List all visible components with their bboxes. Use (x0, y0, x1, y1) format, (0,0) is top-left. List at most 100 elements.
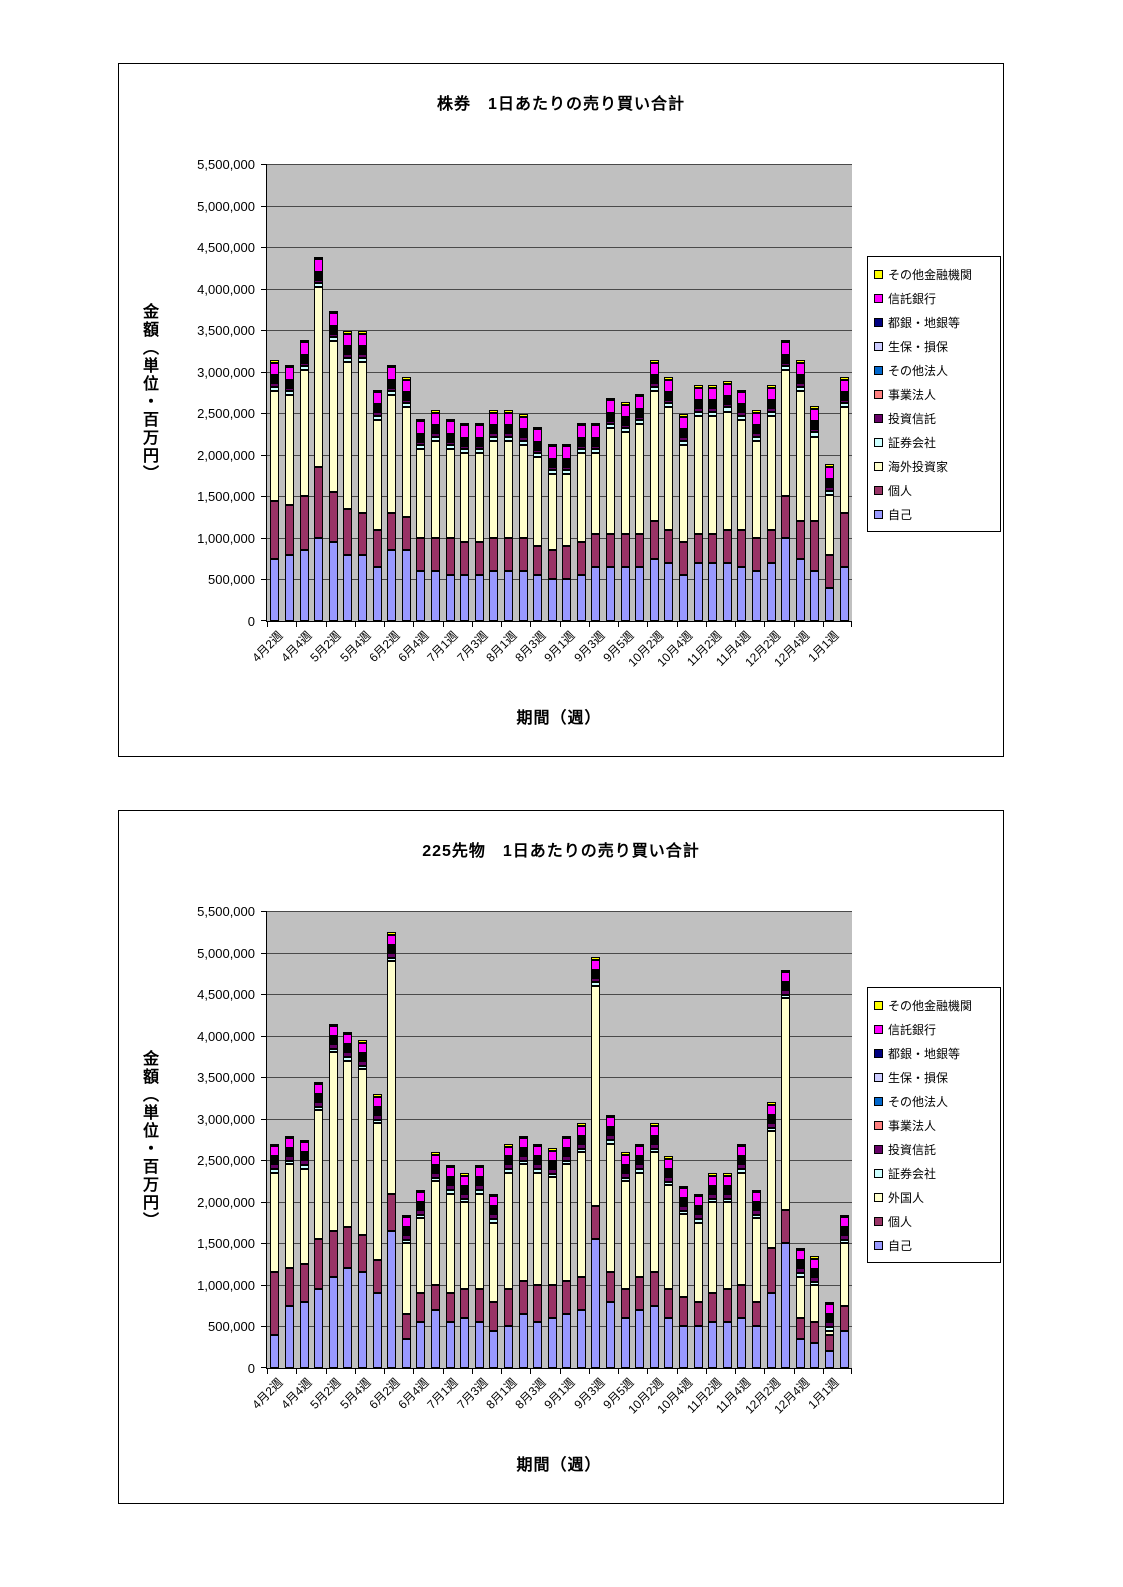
gridline (267, 911, 852, 912)
bar-segment (357, 1065, 367, 1069)
plot-area (261, 164, 852, 627)
bar-segment (810, 421, 820, 424)
bar-segment (839, 398, 849, 401)
bar-segment (416, 418, 426, 422)
bar-segment (810, 1256, 820, 1259)
bar-segment (795, 390, 805, 522)
bar-segment (299, 365, 309, 371)
bar-segment (372, 404, 382, 407)
gridline (267, 1035, 852, 1037)
bar-segment (810, 1281, 820, 1285)
bar-segment (737, 1160, 747, 1163)
x-axis-tickmark (413, 621, 415, 627)
stacked-bar (343, 911, 353, 1368)
bar-segment (387, 364, 397, 368)
bar-segment (270, 1146, 280, 1157)
bar-segment (737, 1158, 747, 1161)
y-tick-label: 5,000,000 (197, 945, 255, 961)
bar-segment (270, 1156, 280, 1159)
bar-segment (795, 1318, 805, 1339)
bar-segment (824, 494, 834, 555)
legend-swatch (874, 485, 883, 495)
bar-segment (737, 1169, 747, 1173)
bar-segment (518, 1280, 528, 1314)
x-axis-tickmark (530, 621, 532, 627)
bar-segment (620, 418, 630, 421)
bar-segment (430, 1309, 440, 1368)
bar-segment (679, 1204, 689, 1207)
y-axis-tickmark (261, 911, 267, 912)
bar-segment (343, 1052, 353, 1058)
bar-segment (635, 1162, 645, 1165)
bar-segment (357, 352, 367, 355)
bar-segment (430, 571, 440, 621)
bar-segment (416, 1208, 426, 1211)
bar-segment (824, 481, 834, 484)
bar-segment (270, 1169, 280, 1173)
bar-segment (679, 440, 689, 445)
bar-segment (416, 444, 426, 450)
x-axis-tickmark (296, 1368, 298, 1374)
bar-segment (430, 1177, 440, 1182)
bar-segment (299, 370, 309, 497)
x-axis-tickmark (588, 621, 590, 627)
x-axis-tickmark (471, 621, 473, 627)
bar-segment (357, 350, 367, 353)
bar-segment (606, 533, 616, 567)
legend-item: 証券会社 (870, 1161, 998, 1185)
bar-segment (445, 1179, 455, 1182)
bar-segment (387, 946, 397, 949)
bar-segment (824, 1322, 834, 1328)
bar-segment (810, 406, 820, 409)
bar-segment (314, 275, 324, 278)
bar-segment (401, 400, 411, 404)
legend-label: その他法人 (888, 1094, 949, 1109)
bar-segment (372, 1114, 382, 1120)
bar-segment (314, 1081, 324, 1085)
bar-segment (664, 562, 674, 621)
y-tick-label: 5,500,000 (197, 157, 255, 172)
bar-segment (591, 443, 601, 446)
x-tick-label: 6月4週 (395, 628, 432, 665)
bar-segment (503, 571, 513, 621)
bar-segment (474, 443, 484, 446)
bar-segment (649, 381, 659, 384)
bar-segment (824, 587, 834, 621)
bar-segment (752, 1301, 762, 1327)
bar-segment (839, 1243, 849, 1306)
bar-segment (708, 1191, 718, 1194)
bar-segment (664, 377, 674, 380)
bar-segment (766, 1131, 776, 1248)
bar-segment (693, 1326, 703, 1368)
bar-segment (547, 466, 557, 470)
bar-segment (576, 422, 586, 426)
bar-segment (328, 325, 338, 328)
bar-segment (824, 464, 834, 467)
bar-segment (708, 1322, 718, 1368)
x-axis-tickmark (325, 621, 327, 627)
bar-segment (664, 1168, 674, 1171)
bar-segment (489, 1196, 499, 1207)
bar-segment (430, 410, 440, 413)
bar-segment (752, 440, 762, 538)
stacked-bar (357, 911, 367, 1368)
bar-segment (460, 445, 470, 450)
bar-segment (503, 1162, 513, 1165)
bar-segment (649, 362, 659, 376)
bar-segment (518, 433, 528, 436)
bar-segment (489, 1219, 499, 1223)
bar-segment (795, 1247, 805, 1251)
legend-label: 信託銀行 (888, 1022, 937, 1037)
bar-segment (766, 400, 776, 403)
bar-segment (387, 934, 397, 945)
stacked-bar (270, 911, 280, 1368)
bar-segment (445, 433, 455, 436)
legend-label: 都銀・地銀等 (888, 315, 961, 330)
bar-segment (693, 400, 703, 403)
bar-segment (474, 575, 484, 621)
bar-segment (635, 410, 645, 413)
bar-segment (708, 1198, 718, 1202)
bar-segment (722, 562, 732, 621)
stacked-bar (285, 911, 295, 1368)
bar-segment (270, 379, 280, 382)
